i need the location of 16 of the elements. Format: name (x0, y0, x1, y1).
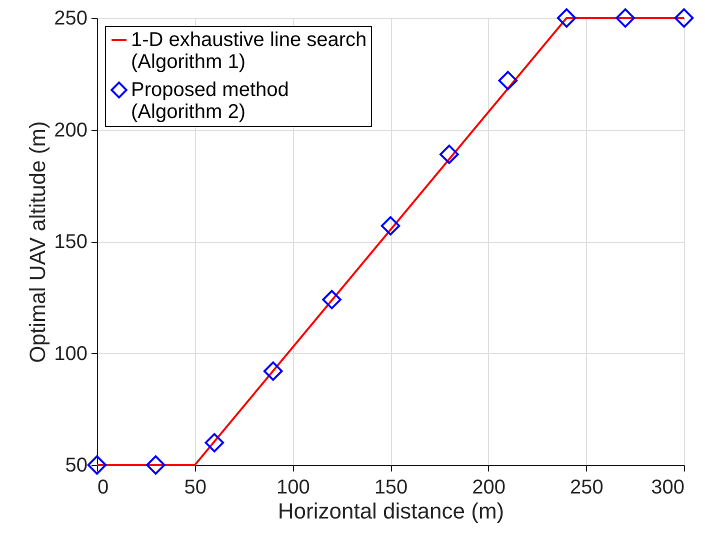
x-tick-label: 150 (374, 476, 408, 498)
y-axis-title: Optimal UAV altitude (m) (25, 121, 50, 363)
x-tick-label: 200 (472, 476, 506, 498)
y-tick-label: 100 (54, 342, 88, 365)
y-tick-label: 50 (65, 454, 88, 476)
legend-label: Proposed method (Algorithm 2) (131, 79, 289, 123)
x-tick-label: 100 (276, 476, 310, 498)
x-tick-label: 250 (570, 476, 604, 498)
x-axis-title: Horizontal distance (m) (278, 498, 504, 524)
y-tick-label: 200 (54, 119, 88, 142)
legend-label: 1-D exhaustive line search (Algorithm 1) (131, 29, 367, 73)
x-tick-label: 300 (651, 476, 684, 498)
y-tick-label: 250 (54, 8, 88, 30)
x-tick-label: 0 (98, 476, 109, 498)
y-tick-label: 150 (54, 231, 88, 253)
x-tick-label: 50 (184, 476, 206, 498)
